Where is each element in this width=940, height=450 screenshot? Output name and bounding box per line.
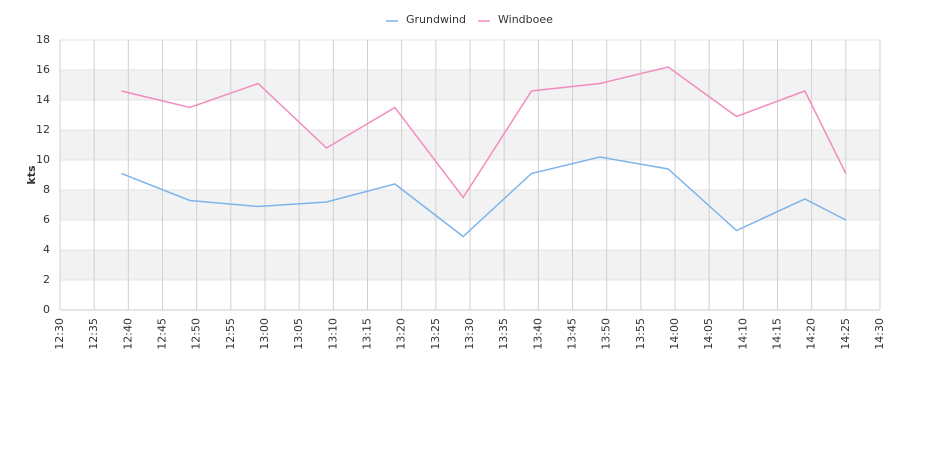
x-tick-label: 12:45 [156,318,169,350]
y-axis-label: kts [25,165,38,185]
y-tick-label: 0 [43,303,50,316]
x-tick-label: 12:35 [87,318,100,350]
x-tick-label: 13:10 [326,318,339,350]
x-tick-label: 13:45 [566,318,579,350]
x-tick-label: 14:30 [873,318,886,350]
y-tick-label: 10 [36,153,50,166]
x-tick-label: 13:40 [531,318,544,350]
x-tick-label: 14:15 [771,318,784,350]
x-tick-label: 13:25 [429,318,442,350]
x-tick-label: 13:15 [361,318,374,350]
y-tick-label: 6 [43,213,50,226]
y-tick-label: 2 [43,273,50,286]
x-tick-label: 13:05 [292,318,305,350]
x-tick-label: 13:35 [497,318,510,350]
series-line [121,156,847,238]
x-tick-label: 12:50 [190,318,203,350]
x-tick-label: 12:30 [53,318,66,350]
x-tick-label: 14:10 [736,318,749,350]
y-tick-label: 8 [43,183,50,196]
x-tick-label: 14:05 [702,318,715,350]
x-tick-label: 13:20 [395,318,408,350]
legend-label: Grundwind [406,13,466,26]
x-tick-label: 14:00 [668,318,681,350]
x-tick-label: 12:40 [121,318,134,350]
x-tick-label: 13:50 [600,318,613,350]
x-tick-label: 12:55 [224,318,237,350]
series-line [121,66,847,199]
x-tick-label: 14:25 [839,318,852,350]
y-tick-label: 18 [36,33,50,46]
legend-label: Windboee [498,13,553,26]
x-tick-label: 13:30 [463,318,476,350]
y-tick-label: 4 [43,243,50,256]
y-tick-label: 16 [36,63,50,76]
x-tick-label: 14:20 [805,318,818,350]
y-tick-label: 14 [36,93,50,106]
x-tick-label: 13:00 [258,318,271,350]
x-tick-label: 13:55 [634,318,647,350]
y-tick-label: 12 [36,123,50,136]
